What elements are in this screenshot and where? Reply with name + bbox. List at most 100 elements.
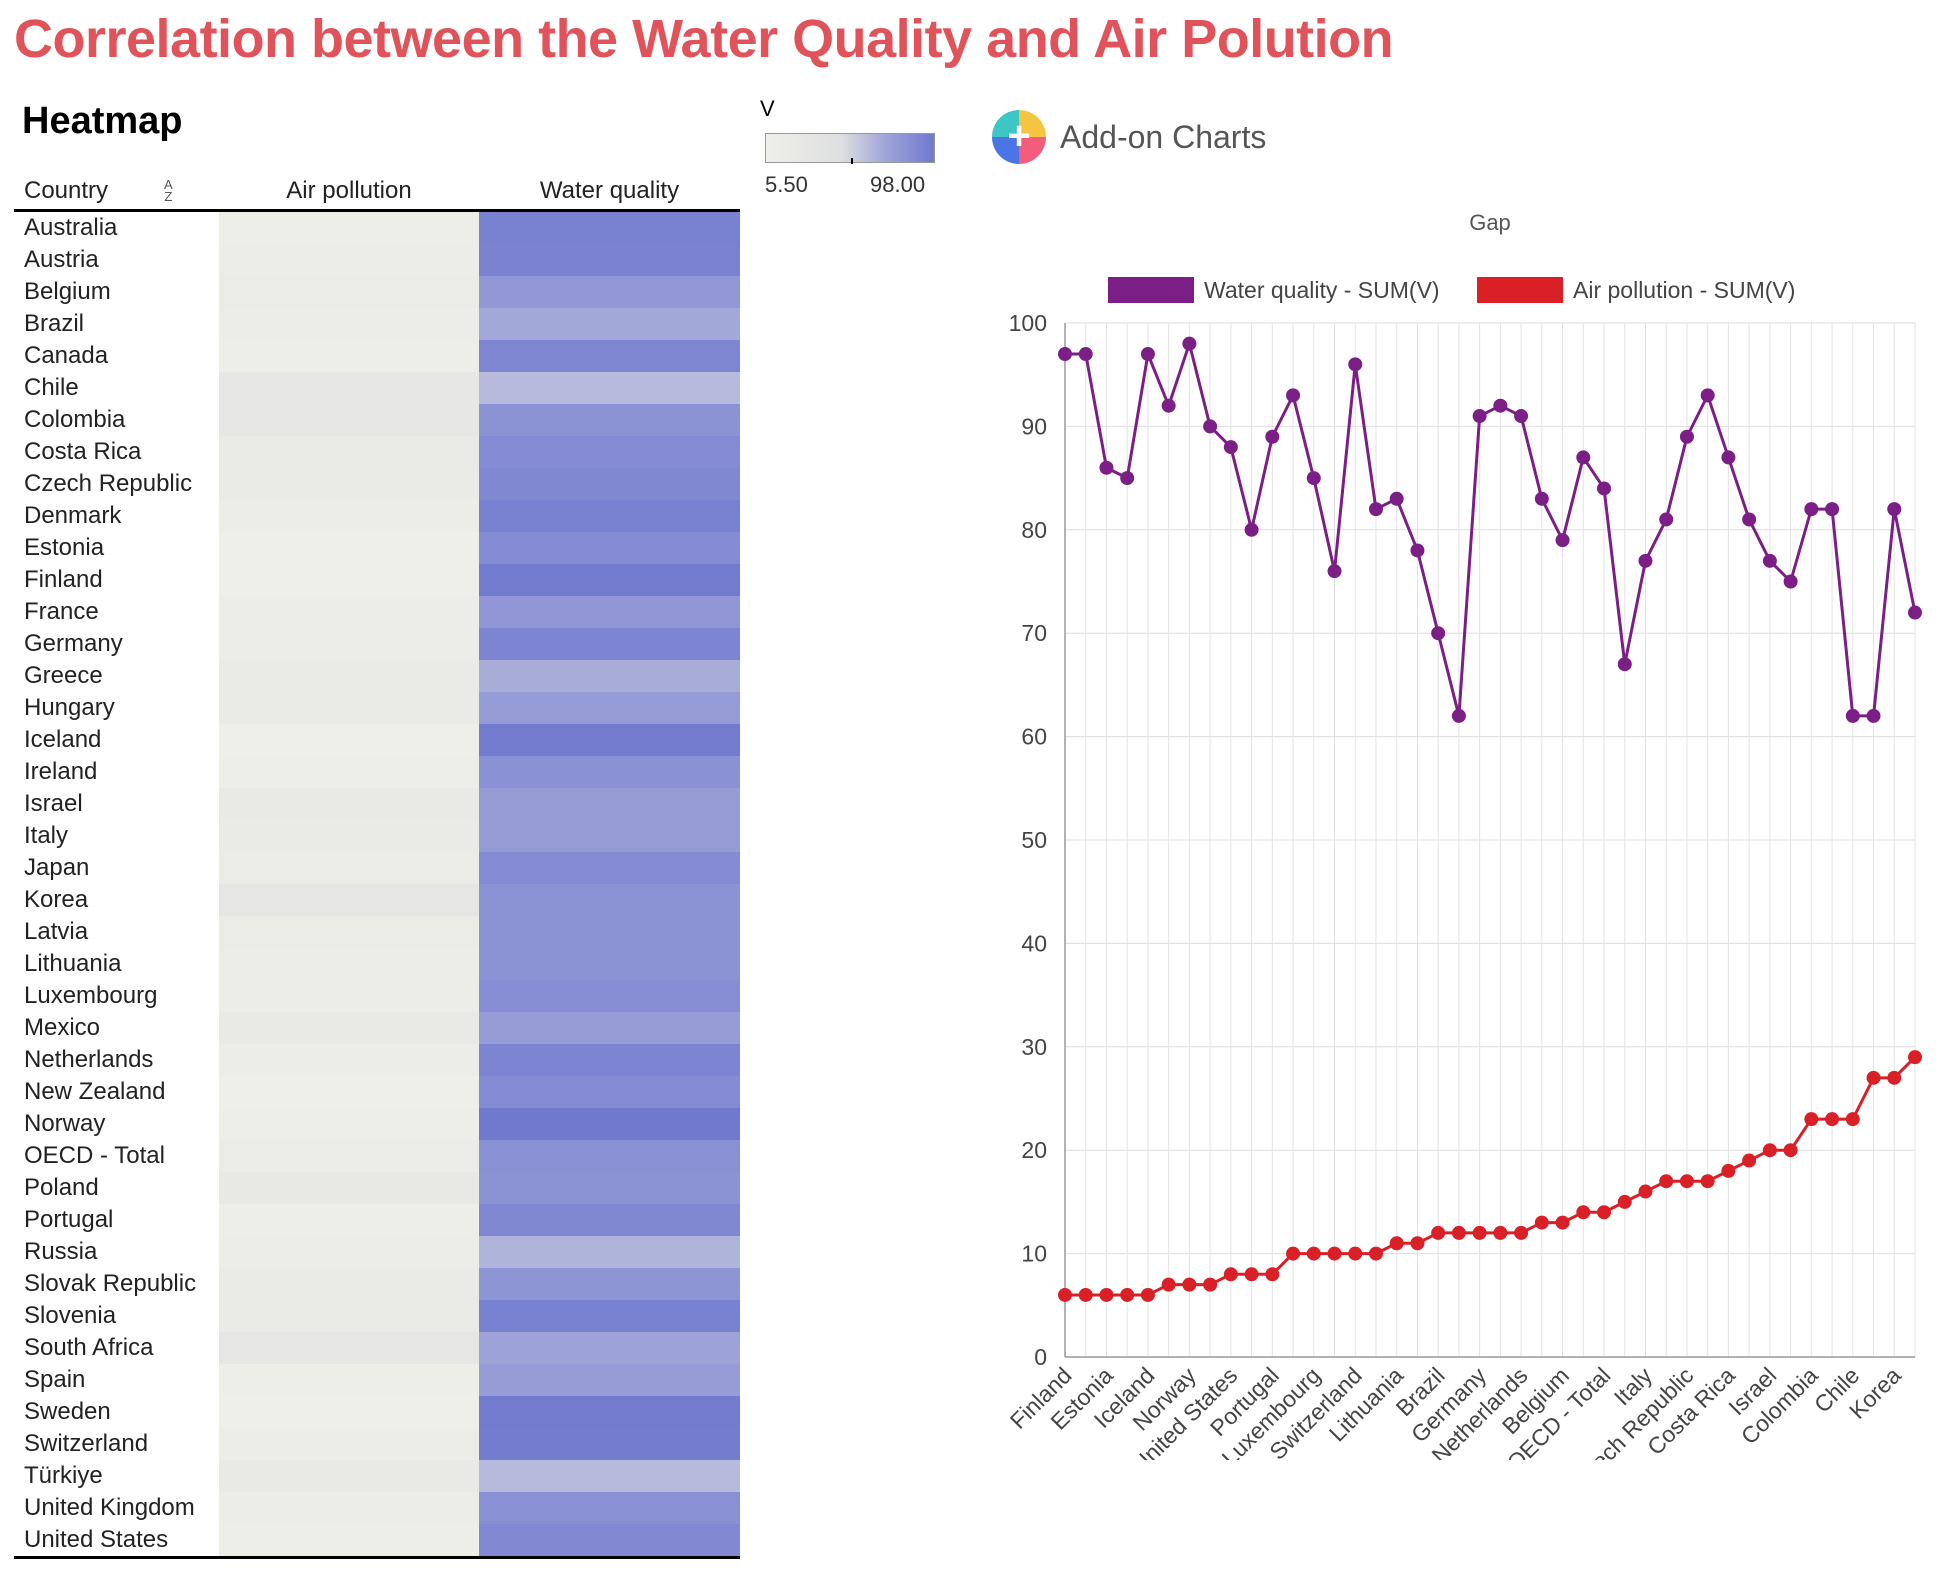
data-point[interactable] [1721,1163,1736,1178]
table-row[interactable]: Türkiye [14,1460,740,1492]
air-pollution-cell[interactable] [219,1108,479,1140]
water-quality-cell[interactable] [479,404,740,436]
air-pollution-cell[interactable] [219,1044,479,1076]
table-row[interactable]: Israel [14,788,740,820]
data-point[interactable] [1825,502,1840,517]
water-quality-cell[interactable] [479,724,740,756]
data-point[interactable] [1659,512,1674,527]
data-point[interactable] [1244,522,1259,537]
air-pollution-cell[interactable] [219,1460,479,1492]
table-row[interactable]: Luxembourg [14,980,740,1012]
air-pollution-cell[interactable] [219,1268,479,1300]
data-point[interactable] [1825,1112,1840,1127]
table-row[interactable]: South Africa [14,1332,740,1364]
table-row[interactable]: Czech Republic [14,468,740,500]
air-pollution-cell[interactable] [219,1332,479,1364]
data-point[interactable] [1431,1225,1446,1240]
air-pollution-cell[interactable] [219,276,479,308]
water-quality-cell[interactable] [479,820,740,852]
data-point[interactable] [1638,1184,1653,1199]
data-point[interactable] [1700,1174,1715,1189]
water-quality-cell[interactable] [479,852,740,884]
data-point[interactable] [1431,626,1446,641]
table-row[interactable]: Slovak Republic [14,1268,740,1300]
air-pollution-cell[interactable] [219,308,479,340]
table-row[interactable]: Korea [14,884,740,916]
data-point[interactable] [1472,409,1487,424]
data-point[interactable] [1244,1267,1259,1282]
table-row[interactable]: Japan [14,852,740,884]
air-pollution-cell[interactable] [219,212,479,244]
data-point[interactable] [1058,1287,1072,1302]
data-point[interactable] [1389,491,1404,506]
water-quality-cell[interactable] [479,788,740,820]
data-point[interactable] [1161,1277,1176,1292]
data-point[interactable] [1721,450,1736,465]
air-pollution-cell[interactable] [219,660,479,692]
air-pollution-cell[interactable] [219,1076,479,1108]
water-quality-cell[interactable] [479,564,740,596]
air-pollution-cell[interactable] [219,884,479,916]
water-quality-cell[interactable] [479,436,740,468]
water-quality-cell[interactable] [479,1460,740,1492]
water-quality-cell[interactable] [479,1524,740,1556]
water-quality-cell[interactable] [479,1044,740,1076]
table-row[interactable]: Russia [14,1236,740,1268]
air-pollution-cell[interactable] [219,1524,479,1556]
water-quality-cell[interactable] [479,1012,740,1044]
data-point[interactable] [1223,1267,1238,1282]
legend-swatch[interactable] [1477,277,1563,303]
water-quality-cell[interactable] [479,1204,740,1236]
data-point[interactable] [1679,429,1694,444]
table-row[interactable]: Sweden [14,1396,740,1428]
data-point[interactable] [1700,388,1715,403]
water-quality-cell[interactable] [479,596,740,628]
air-pollution-column-header[interactable]: Air pollution [286,177,412,204]
table-row[interactable]: Chile [14,372,740,404]
data-point[interactable] [1265,429,1280,444]
data-point[interactable] [1514,409,1529,424]
water-quality-cell[interactable] [479,340,740,372]
air-pollution-cell[interactable] [219,1236,479,1268]
data-point[interactable] [1845,708,1860,723]
data-point[interactable] [1327,1246,1342,1261]
data-point[interactable] [1120,1287,1135,1302]
data-point[interactable] [1120,471,1135,486]
water-quality-cell[interactable] [479,916,740,948]
table-row[interactable]: Greece [14,660,740,692]
data-point[interactable] [1099,1287,1114,1302]
data-point[interactable] [1140,347,1155,362]
water-quality-cell[interactable] [479,884,740,916]
data-point[interactable] [1306,471,1321,486]
data-point[interactable] [1887,1070,1902,1085]
data-point[interactable] [1058,347,1072,362]
data-point[interactable] [1493,398,1508,413]
water-quality-cell[interactable] [479,1428,740,1460]
legend-label[interactable]: Air pollution - SUM(V) [1573,277,1795,303]
water-quality-cell[interactable] [479,1332,740,1364]
data-point[interactable] [1866,1070,1881,1085]
water-quality-cell[interactable] [479,692,740,724]
air-pollution-cell[interactable] [219,1492,479,1524]
air-pollution-cell[interactable] [219,980,479,1012]
data-point[interactable] [1576,450,1591,465]
data-point[interactable] [1617,1194,1632,1209]
data-point[interactable] [1286,388,1301,403]
air-pollution-cell[interactable] [219,1140,479,1172]
color-legend-bar[interactable] [765,133,935,163]
data-point[interactable] [1742,512,1757,527]
data-point[interactable] [1078,347,1093,362]
table-row[interactable]: Denmark [14,500,740,532]
table-row[interactable]: Poland [14,1172,740,1204]
country-column-header[interactable]: Country [24,177,109,204]
water-quality-cell[interactable] [479,1236,740,1268]
water-quality-cell[interactable] [479,1492,740,1524]
air-pollution-cell[interactable] [219,1300,479,1332]
legend-swatch[interactable] [1108,277,1194,303]
data-point[interactable] [1783,574,1798,589]
data-point[interactable] [1783,1143,1798,1158]
table-row[interactable]: Colombia [14,404,740,436]
air-pollution-cell[interactable] [219,404,479,436]
water-quality-cell[interactable] [479,212,740,244]
data-point[interactable] [1534,1215,1549,1230]
